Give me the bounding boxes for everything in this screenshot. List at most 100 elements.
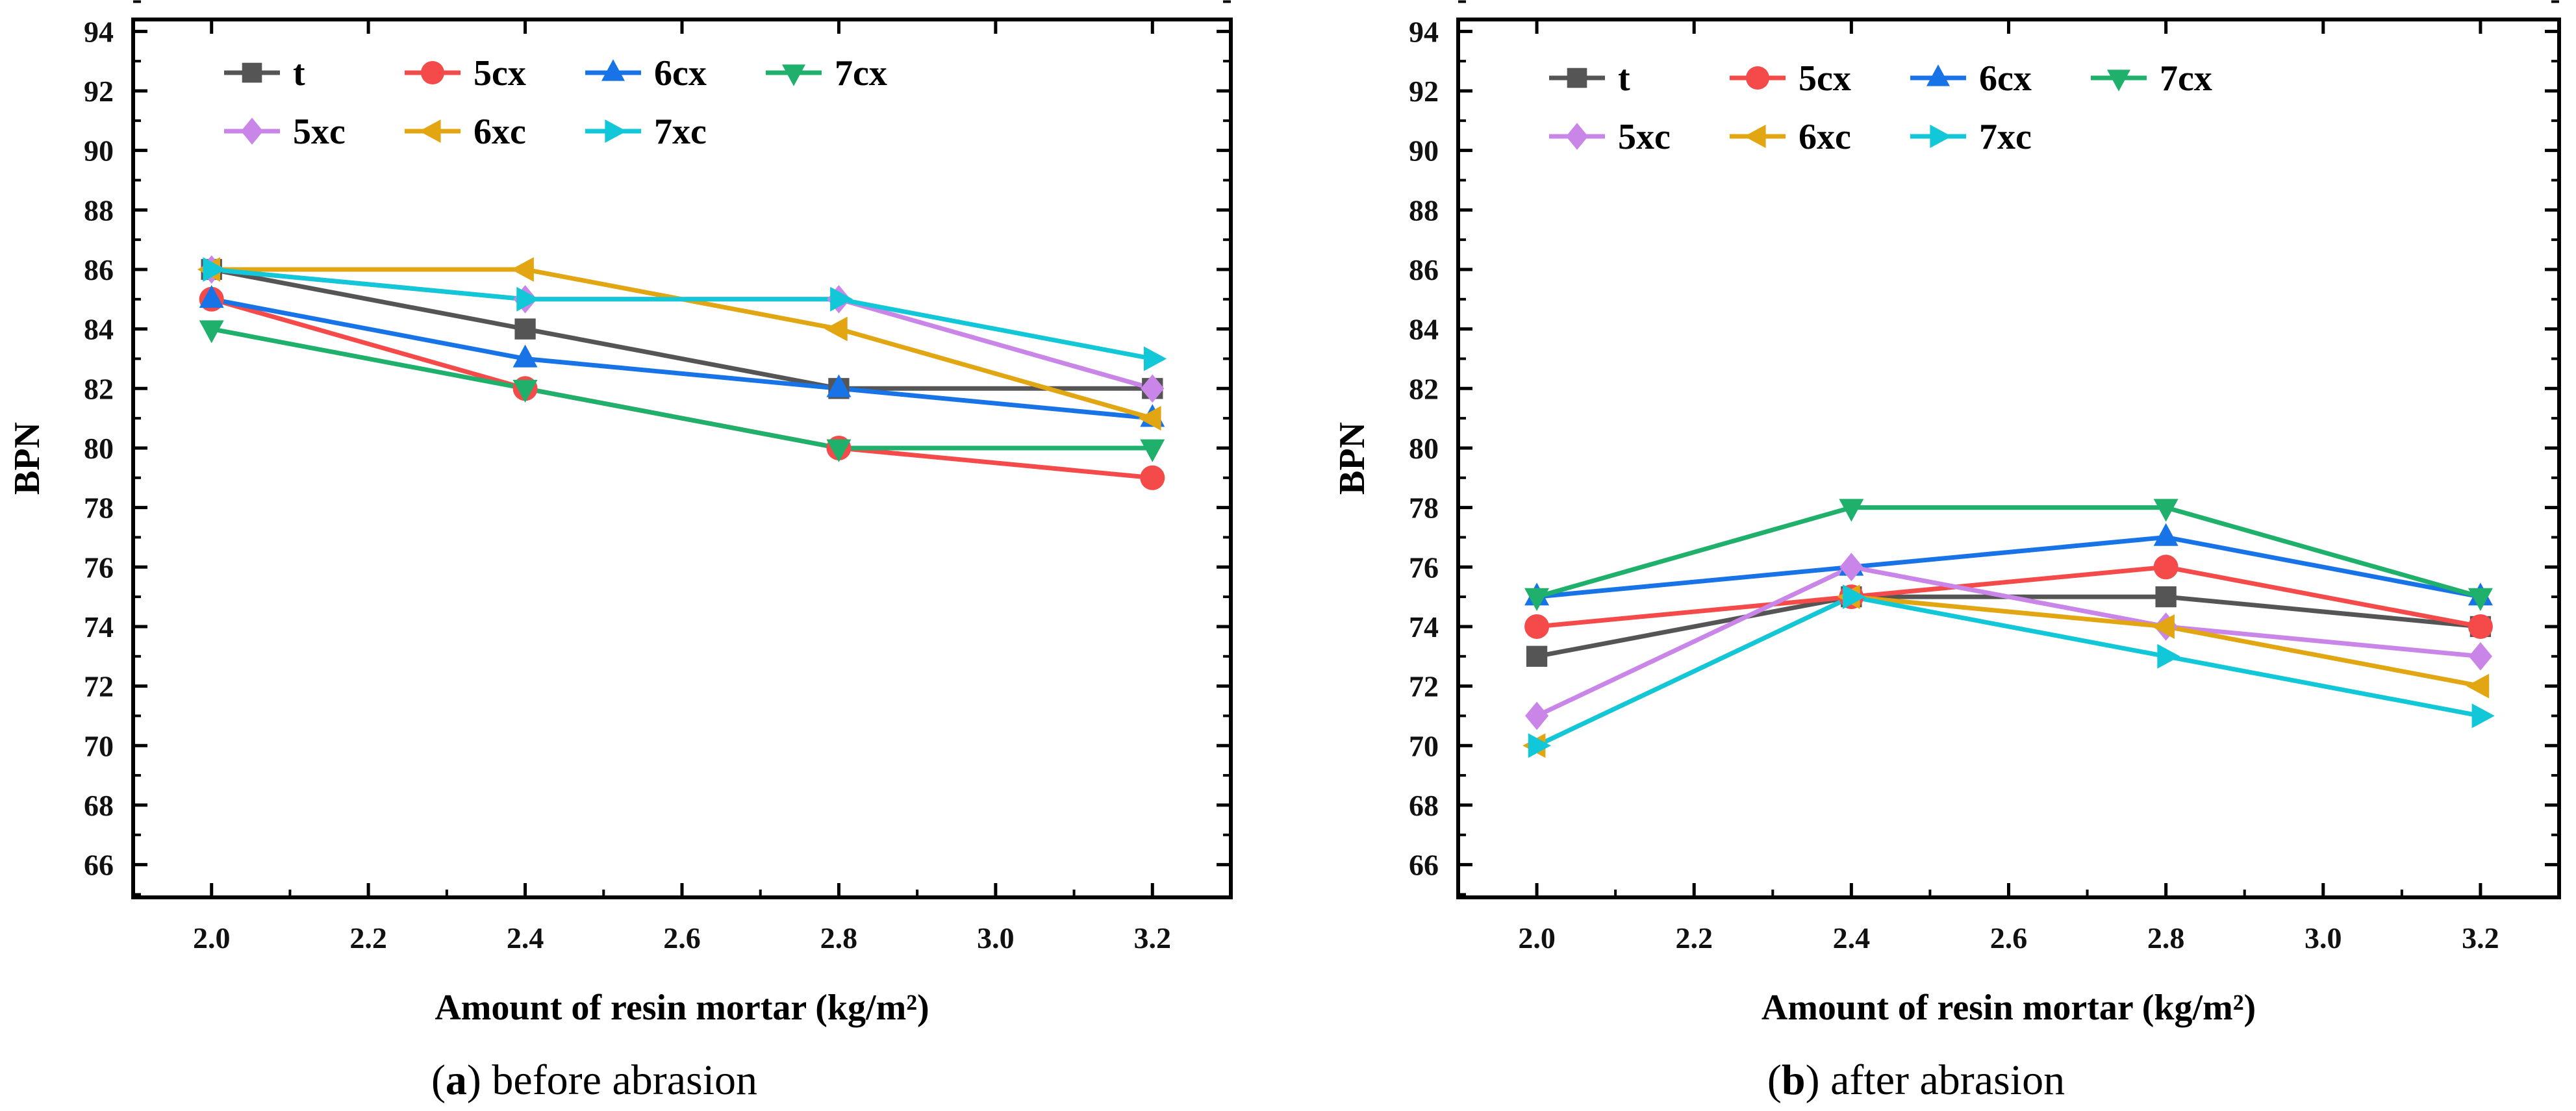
x-axis-title: Amount of resin mortar (kg/m²) <box>1762 988 2256 1028</box>
x-tick-label: 3.0 <box>977 921 1015 955</box>
caption-text: ) before abrasion <box>467 1056 757 1104</box>
legend-label-5cx: 5cx <box>474 53 526 94</box>
y-tick-label: 86 <box>1409 253 1439 286</box>
legend-marker-t <box>1567 68 1587 88</box>
legend-marker-t <box>242 62 262 83</box>
y-tick-label: 88 <box>1409 193 1439 227</box>
data-point-6xc <box>1138 406 1161 431</box>
y-tick-label: 84 <box>84 313 114 346</box>
data-point-5cx <box>1524 614 1550 639</box>
data-point-6cx <box>2153 523 2178 546</box>
legend-label-t: t <box>1618 58 1630 99</box>
y-tick-label: 90 <box>84 134 114 168</box>
caption-text: ) after abrasion <box>1806 1056 2065 1104</box>
legend: t 5cx 6cx 7cx 5xc 6xc 7xc <box>1549 58 2212 157</box>
data-point-5cx <box>2153 555 2178 580</box>
x-tick-label: 2.6 <box>663 921 701 955</box>
data-point-t <box>1526 645 1548 667</box>
legend-marker-7xc <box>1930 125 1952 148</box>
caption-open-paren: ( <box>1767 1056 1782 1104</box>
series-line-7xc <box>211 267 1153 361</box>
y-tick-label: 78 <box>84 492 114 525</box>
data-point-7xc <box>2157 643 2180 669</box>
legend-marker-6xc <box>1744 125 1766 148</box>
x-tick-label: 3.2 <box>2462 921 2499 955</box>
legend-label-6xc: 6xc <box>1799 117 1851 157</box>
legend-label-7xc: 7xc <box>654 112 707 152</box>
y-axis-title: BPN <box>1332 422 1372 495</box>
series-line-t <box>211 267 1153 391</box>
x-tick-label: 2.6 <box>1990 921 2028 955</box>
y-tick-label: 76 <box>84 551 114 584</box>
legend-label-t: t <box>293 53 305 94</box>
legend-marker-7cx <box>2107 69 2130 92</box>
legend-marker-6xc <box>419 119 441 143</box>
data-point-5xc <box>1839 553 1863 582</box>
legend-label-6cx: 6cx <box>1979 58 2032 99</box>
y-tick-label: 92 <box>84 75 114 108</box>
data-point-7cx <box>2468 588 2493 611</box>
legend-marker-6cx <box>1926 64 1950 86</box>
y-tick-label: 66 <box>1409 849 1439 882</box>
y-tick-label: 70 <box>1409 729 1439 762</box>
y-tick-label: 94 <box>84 15 114 48</box>
caption-open-paren: ( <box>431 1056 446 1104</box>
data-point-7xc <box>830 286 853 312</box>
legend-label-5xc: 5xc <box>293 112 346 152</box>
legend-marker-5xc <box>1565 123 1589 150</box>
data-point-7xc <box>1843 584 1866 610</box>
y-tick-label: 70 <box>84 729 114 762</box>
data-point-7cx <box>2153 499 2178 522</box>
legend-marker-6cx <box>601 59 625 81</box>
data-point-5xc <box>1525 701 1549 730</box>
x-axis-title: Amount of resin mortar (kg/m²) <box>435 988 929 1028</box>
series-line-6xc <box>1535 594 2481 748</box>
x-tick-label: 2.8 <box>820 921 858 955</box>
data-point-6cx <box>199 284 224 308</box>
panel-b-chart: 66 68 70 72 74 76 78 80 82 84 86 88 90 92 94 2.0 2.2 2.4 2… <box>1332 0 2561 1104</box>
y-tick-label: 94 <box>1409 15 1439 48</box>
legend-marker-5xc <box>240 118 264 145</box>
legend-marker-5cx <box>1746 66 1769 90</box>
y-tick-label: 80 <box>84 432 114 465</box>
data-point-7cx <box>512 379 538 403</box>
legend-marker-5cx <box>421 61 444 84</box>
x-tick-label: 2.0 <box>1518 921 1556 955</box>
panel-caption: (a) before abrasion <box>431 1056 757 1104</box>
panel-a-chart: 66 68 70 72 74 76 78 80 82 84 86 88 90 92 94 2.0 2.2 2.4 2… <box>7 0 1233 1104</box>
y-tick-label: 72 <box>1409 670 1439 703</box>
y-tick-label: 74 <box>84 610 114 643</box>
y-tick-label: 86 <box>84 253 114 286</box>
x-tick-label: 2.8 <box>2147 921 2185 955</box>
legend-marker-7cx <box>782 64 805 86</box>
y-tick-label: 82 <box>84 372 114 405</box>
data-point-5xc <box>1141 374 1165 403</box>
series-line-5xc <box>1535 564 2481 718</box>
y-tick-label: 90 <box>1409 134 1439 168</box>
x-tick-label: 2.4 <box>507 921 544 955</box>
x-tick-label: 2.2 <box>1675 921 1713 955</box>
data-point-7cx <box>826 439 852 462</box>
data-point-6cx <box>512 344 538 368</box>
legend-label-6xc: 6xc <box>474 112 526 152</box>
y-tick-label: 92 <box>1409 75 1439 108</box>
data-point-6xc <box>2466 673 2490 699</box>
legend-label-7xc: 7xc <box>1979 117 2032 157</box>
legend-label-5cx: 5cx <box>1799 58 1851 99</box>
legend-marker-7xc <box>605 119 627 143</box>
y-tick-label: 68 <box>84 789 114 822</box>
x-tick-label: 2.2 <box>349 921 387 955</box>
data-point-7cx <box>1140 439 1165 462</box>
x-tick-label: 3.2 <box>1134 921 1172 955</box>
series-line-5cx <box>1536 564 2481 629</box>
x-tick-label: 2.4 <box>1833 921 1871 955</box>
data-point-7cx <box>1524 588 1550 611</box>
data-point-7xc <box>516 286 540 312</box>
series-line-7cx <box>1536 505 2481 599</box>
data-point-6xc <box>511 256 534 282</box>
data-point-6xc <box>824 316 848 342</box>
data-point-7cx <box>199 320 224 343</box>
series-line-6cx <box>211 297 1153 421</box>
data-point-5xc <box>2468 642 2492 671</box>
series-line-5xc <box>211 267 1154 391</box>
